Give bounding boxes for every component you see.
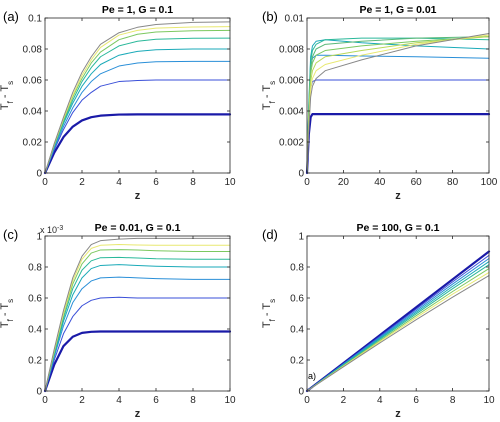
axes-box (44, 235, 231, 392)
y-tick-label: 0.04 (23, 107, 43, 118)
y-tick-label: 0 (36, 169, 42, 180)
axes-box (44, 17, 231, 174)
x-axis-label: z (135, 408, 141, 420)
series-line-8 (44, 237, 231, 392)
y-tick-label: 0.8 (28, 263, 42, 274)
y-tick-label: 0.002 (279, 138, 304, 149)
x-tick-label: 8 (190, 395, 196, 406)
x-tick-label: 8 (450, 395, 456, 406)
panel-title: Pe = 1, G = 0.1 (102, 4, 173, 16)
y-tick-label: 1 (36, 232, 42, 243)
series-line-1 (43, 113, 232, 175)
x-tick-label: 6 (153, 177, 159, 188)
y-tick-label: 0.08 (23, 45, 43, 56)
y-axis-label: Tf - Ts (0, 81, 15, 110)
panel-d: 0 2 4 6 8 10 0 0.2 0.4 0.6 0.8 1 Pe = 100, G = 0.1 (d… (261, 222, 495, 420)
y-tick-label: 0 (298, 387, 304, 398)
y-tick-label: 0 (36, 387, 42, 398)
series-line-7 (44, 244, 231, 392)
y-tick-label: 0.2 (290, 356, 304, 367)
x-tick-label: 4 (116, 177, 122, 188)
x-tick-label: 40 (374, 177, 386, 188)
y-axis-label: Tf - Ts (0, 299, 15, 328)
panel-b: 0 20 40 60 80 100 0 0.002 0.004 0.006 0.008 0.01 Pe … (261, 4, 498, 202)
panel-label: (b) (262, 9, 278, 24)
x-axis-label: z (395, 408, 401, 420)
y-tick-label: 0.1 (28, 14, 42, 25)
panel-label: (d) (262, 227, 278, 242)
y-axis-label: Tf - Ts (261, 81, 277, 110)
x-tick-label: 0 (304, 177, 310, 188)
series-line-8 (306, 275, 490, 392)
panel-title: Pe = 100, G = 0.1 (357, 222, 440, 234)
panel-c: 0 2 4 6 8 10 0 0.2 0.4 0.6 0.8 1 Pe = 0.01, G = 0.1 (… (0, 222, 236, 420)
plot-area (307, 236, 489, 391)
series-line-2 (44, 79, 231, 174)
series-line-10 (306, 33, 490, 174)
x-tick-label: 10 (224, 395, 236, 406)
x-tick-label: 8 (190, 177, 196, 188)
series-line-4 (44, 264, 231, 392)
plot-area (45, 18, 230, 173)
y-tick-label: 0.01 (285, 14, 305, 25)
x-axis-label: z (395, 190, 401, 202)
x-tick-label: 0 (42, 177, 48, 188)
y-tick-label: 1 (298, 232, 304, 243)
panel-label: (c) (3, 227, 18, 242)
panel-annotation: a) (308, 371, 316, 381)
y-tick-label: 0.6 (28, 294, 42, 305)
x-tick-label: 100 (481, 177, 498, 188)
x-tick-label: 2 (341, 395, 347, 406)
y-tick-label: 0.006 (279, 76, 304, 87)
y-tick-label: 0 (298, 169, 304, 180)
y-tick-label: 0.4 (290, 325, 304, 336)
x-tick-label: 6 (413, 395, 419, 406)
x-tick-label: 10 (224, 177, 236, 188)
y-tick-label: 0.06 (23, 76, 43, 87)
x-tick-label: 2 (79, 177, 85, 188)
x-tick-label: 0 (42, 395, 48, 406)
x-tick-label: 60 (411, 177, 423, 188)
x-tick-label: 4 (116, 395, 122, 406)
x-tick-label: 0 (304, 395, 310, 406)
axes-box (306, 17, 490, 174)
plot-area (307, 18, 489, 173)
y-tick-label: 0.02 (23, 138, 43, 149)
panel-title: Pe = 0.01, G = 0.1 (95, 222, 181, 234)
y-axis-label: Tf - Ts (261, 299, 277, 328)
series-line-3 (44, 276, 231, 392)
panel-title: Pe = 1, G = 0.01 (359, 4, 436, 16)
x-tick-label: 2 (79, 395, 85, 406)
y-exponent-label: x 10-3 (40, 225, 63, 236)
series-line-5 (44, 256, 231, 392)
x-tick-label: 80 (447, 177, 459, 188)
y-tick-label: 0.008 (279, 45, 304, 56)
x-tick-label: 10 (483, 395, 495, 406)
y-tick-label: 0.4 (28, 325, 42, 336)
y-tick-label: 0.2 (28, 356, 42, 367)
y-tick-label: 0.6 (290, 294, 304, 305)
series-line-2 (44, 296, 231, 392)
x-axis-label: z (135, 190, 141, 202)
panel-a: 0 2 4 6 8 10 0 0.02 0.04 0.06 0.08 0.1 Pe = 1, G = 0… (0, 4, 236, 202)
series-line-4 (44, 48, 231, 174)
axes-box (306, 235, 490, 392)
series-line-1 (305, 112, 491, 175)
series-line-8 (44, 21, 231, 174)
x-tick-label: 4 (377, 395, 383, 406)
y-tick-label: 0.004 (279, 107, 304, 118)
y-tick-label: 0.8 (290, 263, 304, 274)
series-line-3 (44, 60, 231, 174)
x-tick-label: 6 (153, 395, 159, 406)
series-line-1 (43, 330, 232, 393)
panel-label: (a) (3, 9, 19, 24)
x-tick-label: 20 (338, 177, 350, 188)
